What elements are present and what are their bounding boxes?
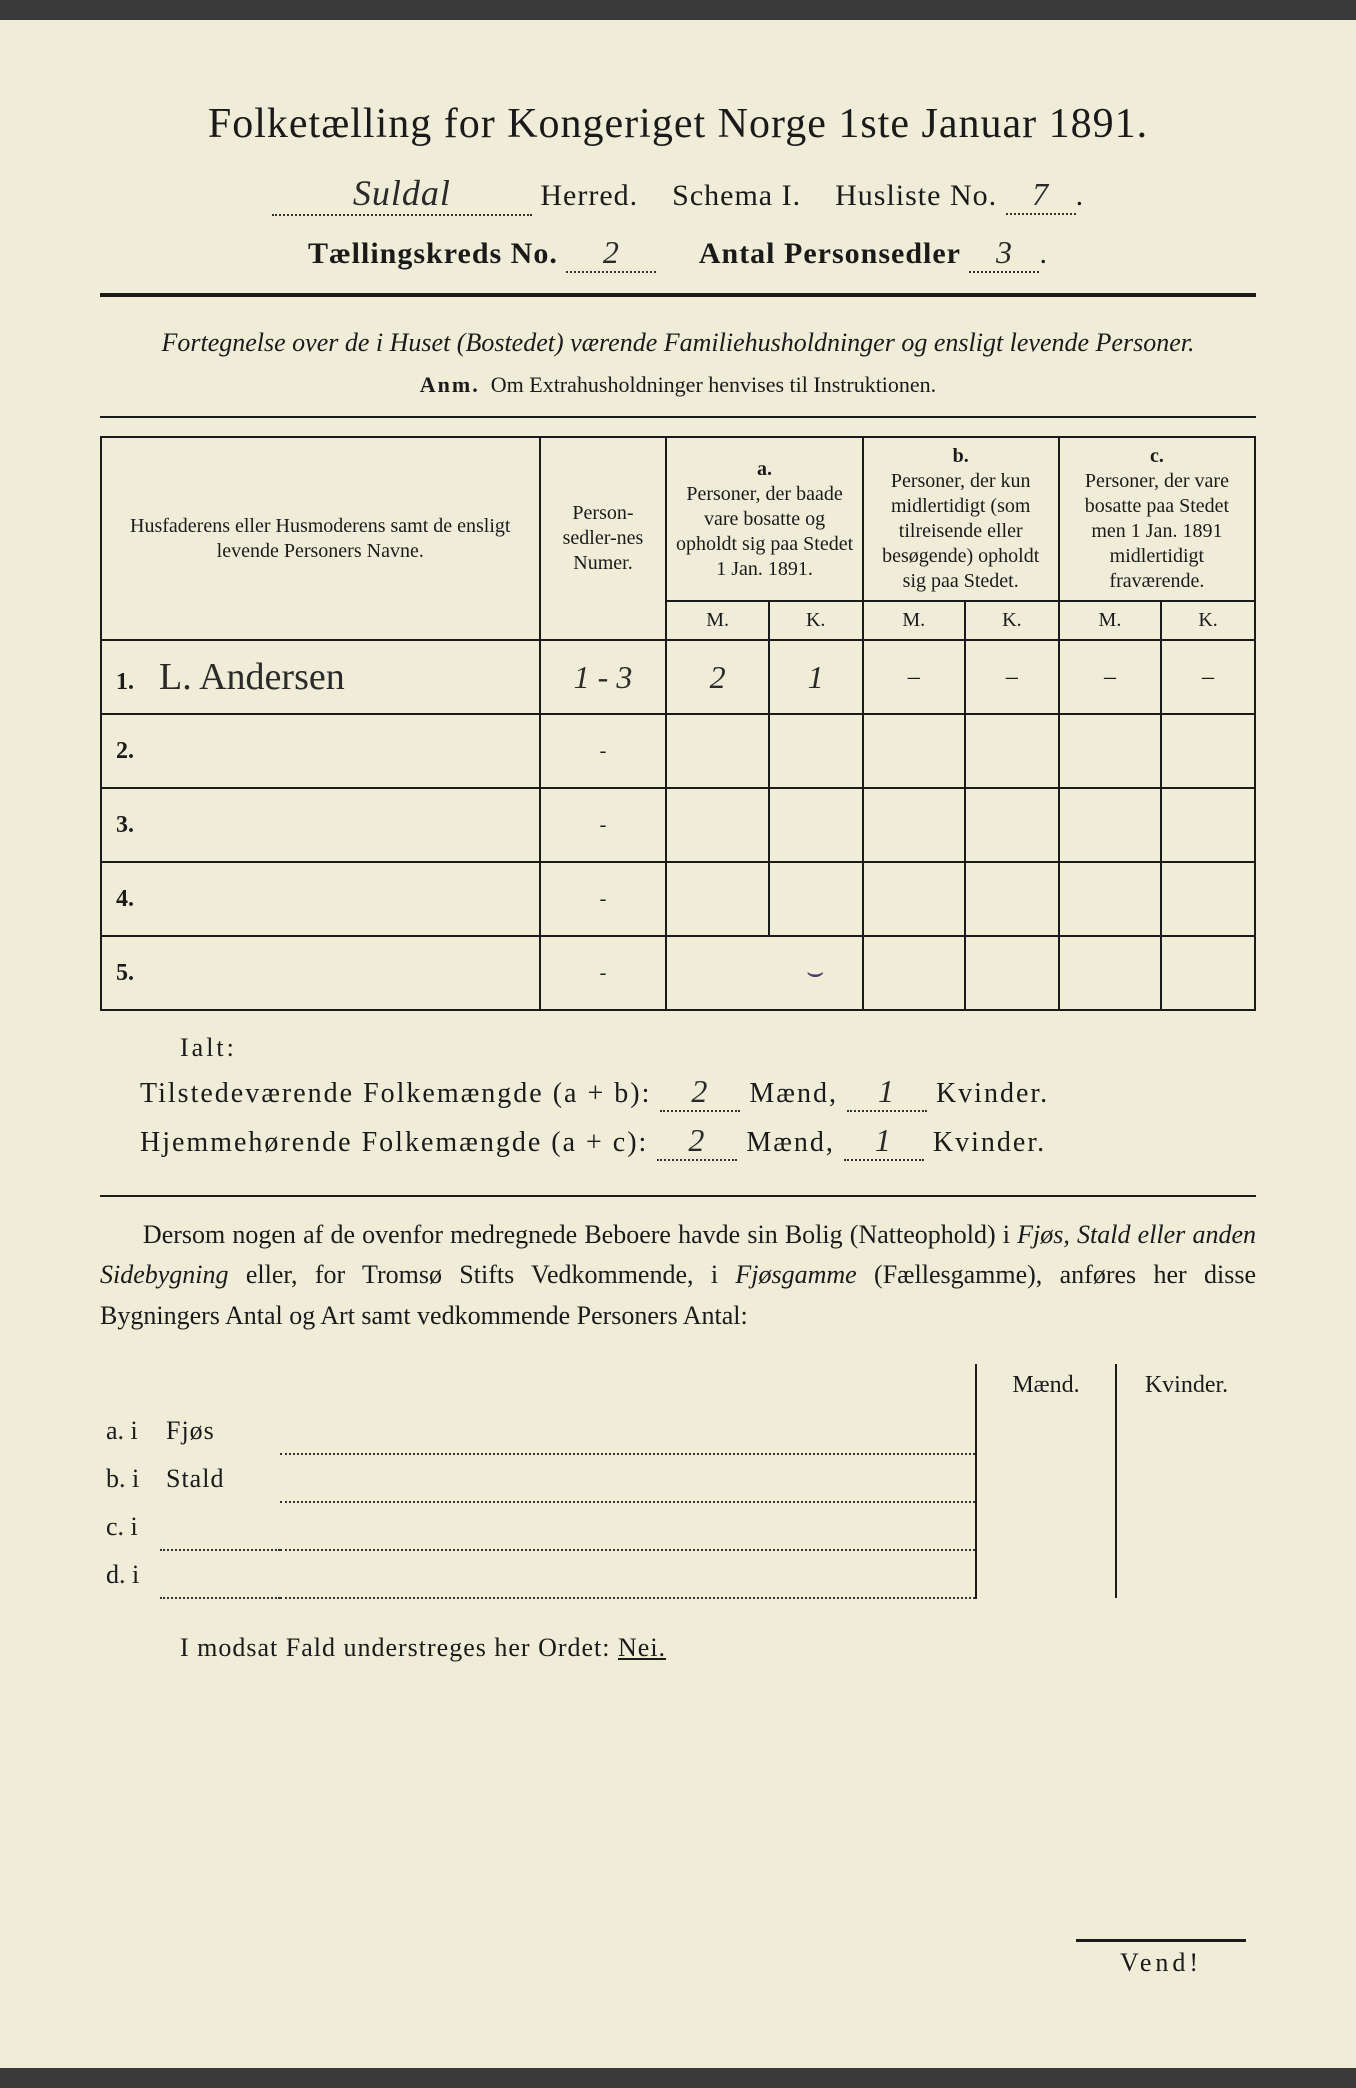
col-a-text: Personer, der baade vare bosatte og opho… bbox=[676, 483, 853, 580]
side-row: b. i Stald bbox=[100, 1454, 1256, 1502]
census-form-page: Folketælling for Kongeriget Norge 1ste J… bbox=[0, 20, 1356, 2068]
kreds-label: Tællingskreds No. bbox=[308, 237, 558, 270]
row-sedler: - bbox=[540, 788, 667, 862]
totals-2-label: Hjemmehørende Folkemængde (a + c): bbox=[140, 1127, 648, 1158]
side-row: a. i Fjøs bbox=[100, 1407, 1256, 1454]
row-b-k: – bbox=[1006, 664, 1018, 690]
row-c-k: – bbox=[1202, 664, 1214, 690]
col-b-header: b. Personer, der kun midlertidigt (som t… bbox=[863, 437, 1059, 601]
main-table: Husfaderens eller Husmoderens samt de en… bbox=[100, 436, 1256, 1011]
col-c-header: c. Personer, der vare bosatte paa Stedet… bbox=[1059, 437, 1255, 601]
ialt-label: Ialt: bbox=[180, 1033, 1256, 1063]
side-row-label: c. i bbox=[100, 1502, 160, 1550]
antal-value: 3 bbox=[969, 234, 1039, 273]
col-c-k: K. bbox=[1161, 601, 1255, 640]
col-a-header: a. Personer, der baade vare bosatte og o… bbox=[666, 437, 862, 601]
side-building-paragraph: Dersom nogen af de ovenfor medregnede Be… bbox=[100, 1215, 1256, 1336]
col-a-m: M. bbox=[666, 601, 768, 640]
row-num: 5. bbox=[116, 960, 144, 987]
antal-label: Antal Personsedler bbox=[699, 237, 961, 270]
anm-line: Anm. Om Extrahusholdninger henvises til … bbox=[100, 372, 1256, 398]
table-row: 5. - ⌣ bbox=[101, 936, 1255, 1010]
kvinder-label: Kvinder. bbox=[933, 1127, 1046, 1158]
nei-prefix: I modsat Fald understreges her Ordet: bbox=[180, 1633, 611, 1662]
row-a-k: 1 bbox=[808, 659, 824, 695]
maend-label: Mænd, bbox=[746, 1127, 835, 1158]
col-num-header: Person-sedler-nes Numer. bbox=[540, 437, 667, 640]
totals-2-m: 2 bbox=[657, 1122, 737, 1161]
row-num: 1. bbox=[116, 669, 144, 696]
header-line-2: Suldal Herred. Schema I. Husliste No. 7. bbox=[100, 172, 1256, 216]
side-row-text: Stald bbox=[160, 1454, 280, 1502]
table-body: 1. L. Andersen 1 - 3 2 1 – – – – 2. - 3.… bbox=[101, 640, 1255, 1010]
col-b-text: Personer, der kun midlertidigt (som tilr… bbox=[882, 470, 1039, 592]
herred-label: Herred. bbox=[540, 179, 638, 212]
husliste-value: 7 bbox=[1006, 176, 1076, 215]
maend-label: Mænd, bbox=[749, 1078, 838, 1109]
side-maend-header: Mænd. bbox=[976, 1364, 1116, 1407]
husliste-label: Husliste No. bbox=[835, 179, 997, 212]
kvinder-label: Kvinder. bbox=[936, 1078, 1049, 1109]
totals-line-1: Tilstedeværende Folkemængde (a + b): 2 M… bbox=[140, 1073, 1256, 1112]
col-c-label: c. bbox=[1150, 445, 1164, 467]
rule-1 bbox=[100, 293, 1256, 297]
page-title: Folketælling for Kongeriget Norge 1ste J… bbox=[100, 100, 1256, 148]
nei-line: I modsat Fald understreges her Ordet: Ne… bbox=[180, 1633, 1256, 1663]
col-c-text: Personer, der vare bosatte paa Stedet me… bbox=[1085, 470, 1229, 592]
row-num: 3. bbox=[116, 812, 144, 839]
side-row-label: b. i bbox=[100, 1454, 160, 1502]
rule-2 bbox=[100, 416, 1256, 418]
row-sedler: - bbox=[540, 936, 667, 1010]
col-name-text: Husfaderens eller Husmoderens samt de en… bbox=[130, 515, 510, 562]
row-num: 2. bbox=[116, 738, 144, 765]
row-c-m: – bbox=[1104, 664, 1116, 690]
table-row: 1. L. Andersen 1 - 3 2 1 – – – – bbox=[101, 640, 1255, 714]
anm-text: Om Extrahusholdninger henvises til Instr… bbox=[491, 372, 936, 397]
herred-value: Suldal bbox=[272, 172, 532, 216]
anm-prefix: Anm. bbox=[420, 372, 480, 397]
col-b-m: M. bbox=[863, 601, 965, 640]
col-a-label: a. bbox=[757, 458, 772, 480]
rule-3 bbox=[100, 1195, 1256, 1197]
col-b-label: b. bbox=[953, 445, 969, 467]
side-building-table: Mænd. Kvinder. a. i Fjøs b. i Stald c. i bbox=[100, 1364, 1256, 1599]
subtitle: Fortegnelse over de i Huset (Bostedet) v… bbox=[100, 325, 1256, 360]
row-a-m: 2 bbox=[710, 659, 726, 695]
row-sedler: - bbox=[540, 714, 667, 788]
totals-1-label: Tilstedeværende Folkemængde (a + b): bbox=[140, 1078, 651, 1109]
side-row-text: Fjøs bbox=[160, 1407, 280, 1454]
nei-word: Nei. bbox=[618, 1633, 666, 1662]
side-row-label: a. i bbox=[100, 1407, 160, 1454]
col-b-k: K. bbox=[965, 601, 1059, 640]
col-name-header: Husfaderens eller Husmoderens samt de en… bbox=[101, 437, 540, 640]
totals-line-2: Hjemmehørende Folkemængde (a + c): 2 Mæn… bbox=[140, 1122, 1256, 1161]
col-c-m: M. bbox=[1059, 601, 1161, 640]
kreds-value: 2 bbox=[566, 234, 656, 273]
header-line-3: Tællingskreds No. 2 Antal Personsedler 3… bbox=[100, 234, 1256, 273]
side-row: c. i bbox=[100, 1502, 1256, 1550]
totals-2-k: 1 bbox=[844, 1122, 924, 1161]
row-b-m: – bbox=[908, 664, 920, 690]
vend-label: Vend! bbox=[1076, 1939, 1246, 1978]
side-row-label: d. i bbox=[100, 1550, 160, 1598]
tick-mark: ⌣ bbox=[806, 957, 824, 988]
totals-1-k: 1 bbox=[847, 1073, 927, 1112]
table-row: 2. - bbox=[101, 714, 1255, 788]
side-kvinder-header: Kvinder. bbox=[1116, 1364, 1256, 1407]
table-row: 3. - bbox=[101, 788, 1255, 862]
side-row: d. i bbox=[100, 1550, 1256, 1598]
row-sedler: 1 - 3 bbox=[574, 659, 633, 695]
row-name: L. Andersen bbox=[149, 656, 345, 698]
table-row: 4. - bbox=[101, 862, 1255, 936]
row-num: 4. bbox=[116, 886, 144, 913]
totals-1-m: 2 bbox=[660, 1073, 740, 1112]
row-sedler: - bbox=[540, 862, 667, 936]
col-a-k: K. bbox=[769, 601, 863, 640]
schema-label: Schema I. bbox=[672, 179, 801, 212]
